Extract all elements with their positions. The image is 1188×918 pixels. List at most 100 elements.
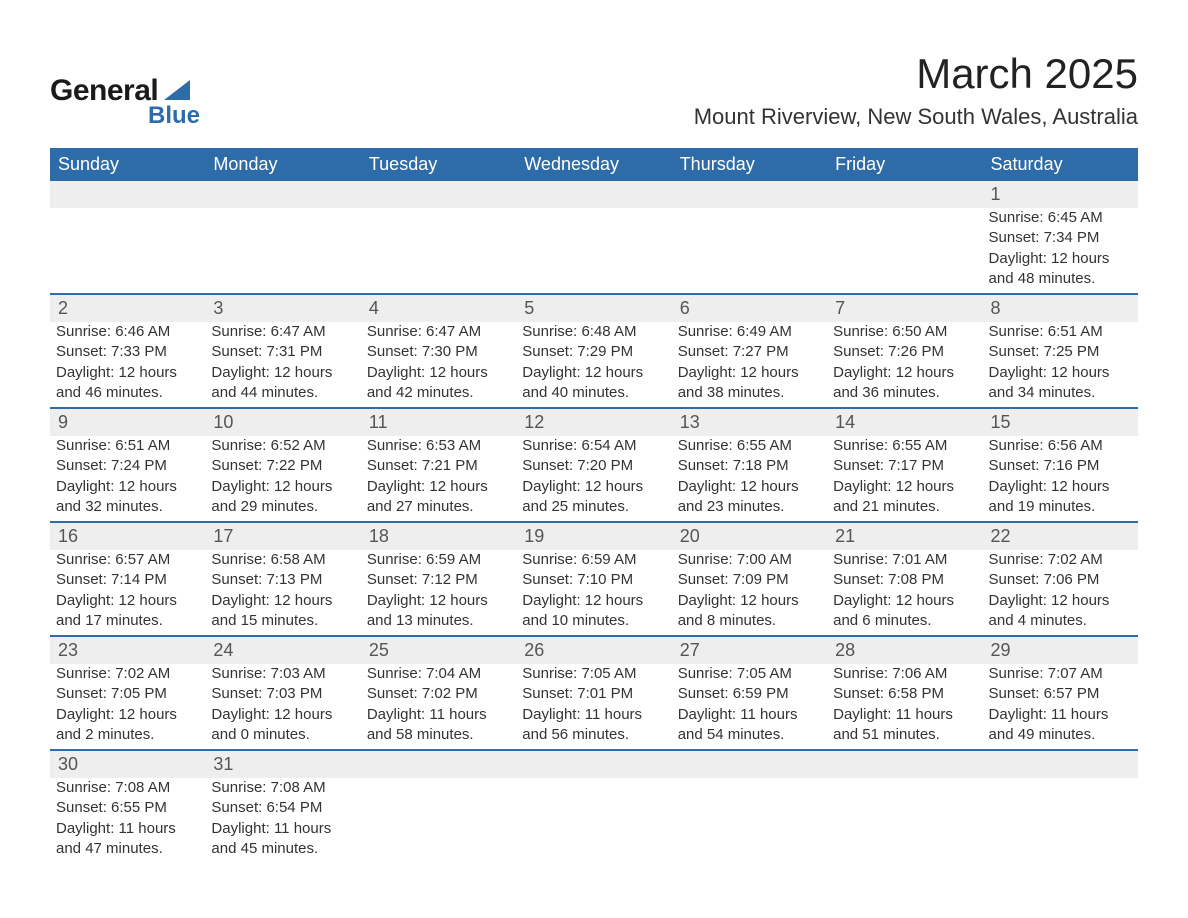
- day-daylight1: Daylight: 11 hours: [989, 705, 1132, 725]
- day-daylight1: Daylight: 11 hours: [367, 705, 510, 725]
- day-daylight1: Daylight: 12 hours: [522, 363, 665, 383]
- day-daylight2: and 58 minutes.: [367, 725, 510, 745]
- day-sunset: Sunset: 7:01 PM: [522, 684, 665, 704]
- day-number-cell: 1: [983, 181, 1138, 208]
- day-detail-cell: Sunrise: 6:48 AMSunset: 7:29 PMDaylight:…: [516, 322, 671, 407]
- day-number-cell: 2: [50, 295, 205, 322]
- day-sunrise: Sunrise: 6:50 AM: [833, 322, 976, 342]
- weekday-header: Friday: [827, 148, 982, 181]
- day-daylight1: Daylight: 12 hours: [522, 591, 665, 611]
- day-daylight2: and 10 minutes.: [522, 611, 665, 631]
- day-daylight1: Daylight: 11 hours: [211, 819, 354, 839]
- day-daylight1: Daylight: 11 hours: [678, 705, 821, 725]
- day-number-cell: 19: [516, 523, 671, 550]
- day-daylight1: Daylight: 12 hours: [678, 363, 821, 383]
- day-detail-row: Sunrise: 7:08 AMSunset: 6:55 PMDaylight:…: [50, 778, 1138, 863]
- day-daylight1: Daylight: 12 hours: [367, 477, 510, 497]
- day-number-cell: [827, 181, 982, 208]
- day-sunset: Sunset: 7:34 PM: [989, 228, 1132, 248]
- day-number-cell: 26: [516, 637, 671, 664]
- day-detail-cell: [50, 208, 205, 293]
- day-sunset: Sunset: 7:33 PM: [56, 342, 199, 362]
- day-daylight2: and 21 minutes.: [833, 497, 976, 517]
- day-daylight2: and 6 minutes.: [833, 611, 976, 631]
- day-daylight1: Daylight: 12 hours: [678, 591, 821, 611]
- logo-text-main: General: [50, 74, 158, 108]
- day-detail-cell: Sunrise: 6:52 AMSunset: 7:22 PMDaylight:…: [205, 436, 360, 521]
- day-sunset: Sunset: 6:57 PM: [989, 684, 1132, 704]
- day-daylight1: Daylight: 12 hours: [367, 363, 510, 383]
- day-sunrise: Sunrise: 7:08 AM: [56, 778, 199, 798]
- day-detail-cell: Sunrise: 6:59 AMSunset: 7:10 PMDaylight:…: [516, 550, 671, 635]
- day-detail-cell: [361, 208, 516, 293]
- day-detail-cell: Sunrise: 6:54 AMSunset: 7:20 PMDaylight:…: [516, 436, 671, 521]
- day-sunrise: Sunrise: 6:47 AM: [211, 322, 354, 342]
- day-number-cell: 8: [983, 295, 1138, 322]
- day-detail-cell: Sunrise: 7:03 AMSunset: 7:03 PMDaylight:…: [205, 664, 360, 749]
- day-daylight1: Daylight: 12 hours: [989, 591, 1132, 611]
- day-sunset: Sunset: 7:30 PM: [367, 342, 510, 362]
- day-number-cell: 14: [827, 409, 982, 436]
- day-number-cell: 31: [205, 751, 360, 778]
- day-sunset: Sunset: 7:26 PM: [833, 342, 976, 362]
- day-sunrise: Sunrise: 7:06 AM: [833, 664, 976, 684]
- day-number-cell: [672, 181, 827, 208]
- day-detail-cell: Sunrise: 7:00 AMSunset: 7:09 PMDaylight:…: [672, 550, 827, 635]
- day-sunrise: Sunrise: 6:51 AM: [56, 436, 199, 456]
- day-number-cell: [983, 751, 1138, 778]
- day-detail-cell: Sunrise: 6:49 AMSunset: 7:27 PMDaylight:…: [672, 322, 827, 407]
- day-daylight1: Daylight: 12 hours: [833, 363, 976, 383]
- day-daylight1: Daylight: 12 hours: [56, 363, 199, 383]
- day-daylight1: Daylight: 12 hours: [678, 477, 821, 497]
- day-sunset: Sunset: 7:16 PM: [989, 456, 1132, 476]
- day-number-row: 23242526272829: [50, 637, 1138, 664]
- day-sunrise: Sunrise: 6:46 AM: [56, 322, 199, 342]
- day-sunset: Sunset: 7:17 PM: [833, 456, 976, 476]
- day-detail-cell: [827, 778, 982, 863]
- day-daylight1: Daylight: 11 hours: [522, 705, 665, 725]
- day-detail-cell: [516, 778, 671, 863]
- day-daylight2: and 0 minutes.: [211, 725, 354, 745]
- day-sunrise: Sunrise: 6:56 AM: [989, 436, 1132, 456]
- day-daylight2: and 36 minutes.: [833, 383, 976, 403]
- day-daylight1: Daylight: 12 hours: [989, 477, 1132, 497]
- day-number-row: 2345678: [50, 295, 1138, 322]
- day-detail-cell: Sunrise: 7:08 AMSunset: 6:55 PMDaylight:…: [50, 778, 205, 863]
- logo-text-sub: Blue: [148, 102, 200, 130]
- day-detail-cell: Sunrise: 6:51 AMSunset: 7:25 PMDaylight:…: [983, 322, 1138, 407]
- day-daylight2: and 54 minutes.: [678, 725, 821, 745]
- day-detail-cell: Sunrise: 7:07 AMSunset: 6:57 PMDaylight:…: [983, 664, 1138, 749]
- day-number-cell: 3: [205, 295, 360, 322]
- day-sunset: Sunset: 7:14 PM: [56, 570, 199, 590]
- day-number-cell: 28: [827, 637, 982, 664]
- weekday-header: Monday: [205, 148, 360, 181]
- day-daylight2: and 19 minutes.: [989, 497, 1132, 517]
- day-number-cell: 24: [205, 637, 360, 664]
- day-sunset: Sunset: 7:29 PM: [522, 342, 665, 362]
- day-sunrise: Sunrise: 6:47 AM: [367, 322, 510, 342]
- day-sunset: Sunset: 7:10 PM: [522, 570, 665, 590]
- day-daylight2: and 48 minutes.: [989, 269, 1132, 289]
- day-sunrise: Sunrise: 6:45 AM: [989, 208, 1132, 228]
- day-number-cell: 5: [516, 295, 671, 322]
- day-number-cell: 16: [50, 523, 205, 550]
- day-sunset: Sunset: 7:08 PM: [833, 570, 976, 590]
- day-number-cell: 25: [361, 637, 516, 664]
- weekday-header: Tuesday: [361, 148, 516, 181]
- day-number-cell: 22: [983, 523, 1138, 550]
- day-number-cell: 11: [361, 409, 516, 436]
- day-detail-cell: Sunrise: 7:02 AMSunset: 7:06 PMDaylight:…: [983, 550, 1138, 635]
- day-number-cell: 4: [361, 295, 516, 322]
- day-detail-row: Sunrise: 7:02 AMSunset: 7:05 PMDaylight:…: [50, 664, 1138, 749]
- day-sunrise: Sunrise: 7:05 AM: [678, 664, 821, 684]
- day-sunset: Sunset: 6:59 PM: [678, 684, 821, 704]
- calendar-body: 1 Sunrise: 6:45 AMSunset: 7:34 PM Dayligh…: [50, 181, 1138, 863]
- day-sunrise: Sunrise: 7:07 AM: [989, 664, 1132, 684]
- day-sunrise: Sunrise: 6:52 AM: [211, 436, 354, 456]
- day-detail-cell: Sunrise: 7:04 AMSunset: 7:02 PMDaylight:…: [361, 664, 516, 749]
- day-sunrise: Sunrise: 6:51 AM: [989, 322, 1132, 342]
- day-sunset: Sunset: 7:25 PM: [989, 342, 1132, 362]
- day-number-cell: 9: [50, 409, 205, 436]
- day-number-row: 16171819202122: [50, 523, 1138, 550]
- day-detail-cell: Sunrise: 6:47 AMSunset: 7:31 PMDaylight:…: [205, 322, 360, 407]
